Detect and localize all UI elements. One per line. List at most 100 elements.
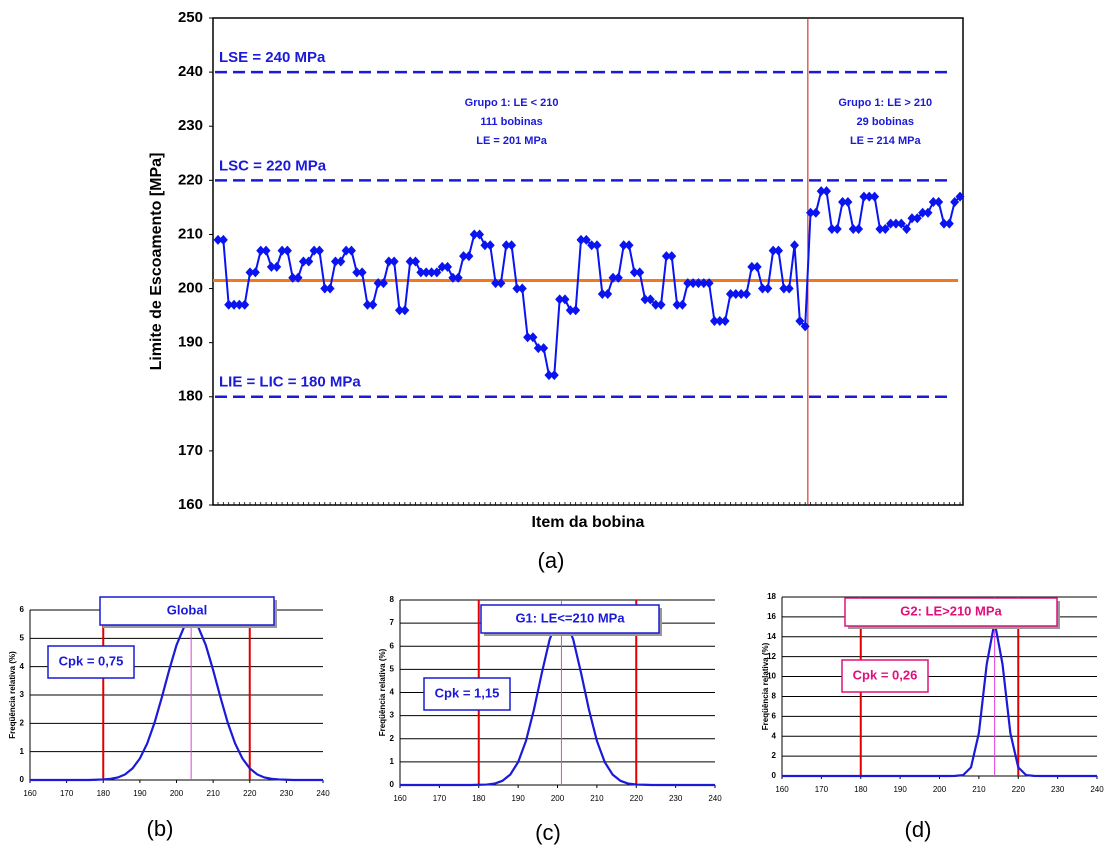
data-point [453, 272, 463, 283]
caption: (c) [535, 820, 561, 845]
data-point [475, 229, 485, 240]
data-point [677, 299, 687, 310]
data-point [224, 299, 234, 310]
y-axis-title: Limite de Escoamento [MPa] [148, 153, 165, 371]
data-point [725, 288, 735, 299]
y-tick-label: 200 [178, 280, 203, 297]
data-point [549, 370, 559, 381]
data-point [555, 294, 565, 305]
data-point [757, 283, 767, 294]
chart-title: G1: LE<=210 MPa [515, 610, 625, 625]
data-point [539, 343, 549, 354]
title-box [480, 604, 660, 634]
y-tick-label: 1 [390, 757, 395, 766]
data-point [282, 245, 292, 256]
data-point [693, 278, 703, 289]
data-point [277, 245, 287, 256]
x-tick-label: 160 [23, 789, 37, 798]
y-tick-label: 1 [20, 747, 25, 756]
caption: (d) [905, 817, 932, 842]
title-box [99, 596, 275, 626]
data-point [250, 267, 260, 278]
data-point [427, 267, 437, 278]
x-tick-label: 210 [206, 789, 220, 798]
y-tick-label: 6 [390, 641, 395, 650]
data-point [747, 261, 757, 272]
data-point [683, 278, 693, 289]
data-point [394, 305, 404, 316]
y-tick-label: 240 [178, 63, 203, 80]
data-point [346, 245, 356, 256]
data-point [886, 218, 896, 229]
y-tick-label: 18 [767, 592, 776, 601]
data-point [907, 213, 917, 224]
data-point [736, 288, 746, 299]
data-point [485, 240, 495, 251]
y-tick-label: 4 [390, 688, 395, 697]
data-point [256, 245, 266, 256]
data-point [720, 316, 730, 327]
data-point [288, 272, 298, 283]
data-point [795, 316, 805, 327]
data-point [656, 299, 666, 310]
x-tick-label: 180 [472, 794, 486, 803]
data-point [859, 191, 869, 202]
annotation-box [841, 659, 929, 693]
data-point [774, 245, 784, 256]
data-point [955, 191, 965, 202]
y-tick-label: 6 [20, 605, 25, 614]
x-tick-label: 220 [630, 794, 644, 803]
data-point [912, 213, 922, 224]
y-tick-label: 8 [772, 692, 777, 701]
y-tick-label: 0 [772, 771, 777, 780]
y-tick-label: 12 [767, 652, 776, 661]
x-tick-label: 170 [60, 789, 74, 798]
data-point [501, 240, 511, 251]
data-point [571, 305, 581, 316]
data-point [699, 278, 709, 289]
data-line [782, 621, 1097, 778]
y-tick-label: 2 [20, 718, 25, 727]
y-tick-label: 3 [390, 711, 395, 720]
data-point [811, 207, 821, 218]
data-point [704, 278, 714, 289]
chart-title: Global [167, 602, 207, 617]
y-tick-label: 180 [178, 388, 203, 405]
data-point [213, 234, 223, 245]
data-point [464, 251, 474, 262]
x-tick-label: 200 [170, 789, 184, 798]
plot-frame [212, 17, 964, 506]
data-point [368, 299, 378, 310]
data-point [261, 245, 271, 256]
reference-label: LSC = 220 MPa [219, 157, 327, 174]
annotation-box [423, 677, 511, 711]
data-point [752, 261, 762, 272]
data-point [448, 272, 458, 283]
data-point [576, 234, 586, 245]
data-point [330, 256, 340, 267]
chart-title: G2: LE>210 MPa [900, 603, 1002, 618]
data-point [218, 234, 228, 245]
data-point [613, 272, 623, 283]
data-point [298, 256, 308, 267]
data-point [784, 283, 794, 294]
y-tick-label: 5 [390, 664, 395, 673]
data-point [533, 343, 543, 354]
x-tick-label: 240 [1090, 785, 1104, 794]
annotation: Cpk = 1,15 [435, 685, 500, 700]
data-point [800, 321, 810, 332]
data-point [822, 186, 832, 197]
data-point [405, 256, 415, 267]
data-point [416, 267, 426, 278]
data-point [661, 251, 671, 262]
data-point [229, 299, 239, 310]
data-point [816, 186, 826, 197]
data-point [875, 224, 885, 235]
group-annotation: LE = 214 MPa [850, 135, 922, 147]
data-point [357, 267, 367, 278]
data-point [741, 288, 751, 299]
group-annotation: Grupo 1: LE > 210 [838, 97, 932, 109]
data-point [891, 218, 901, 229]
data-point [378, 278, 388, 289]
data-point [731, 288, 741, 299]
